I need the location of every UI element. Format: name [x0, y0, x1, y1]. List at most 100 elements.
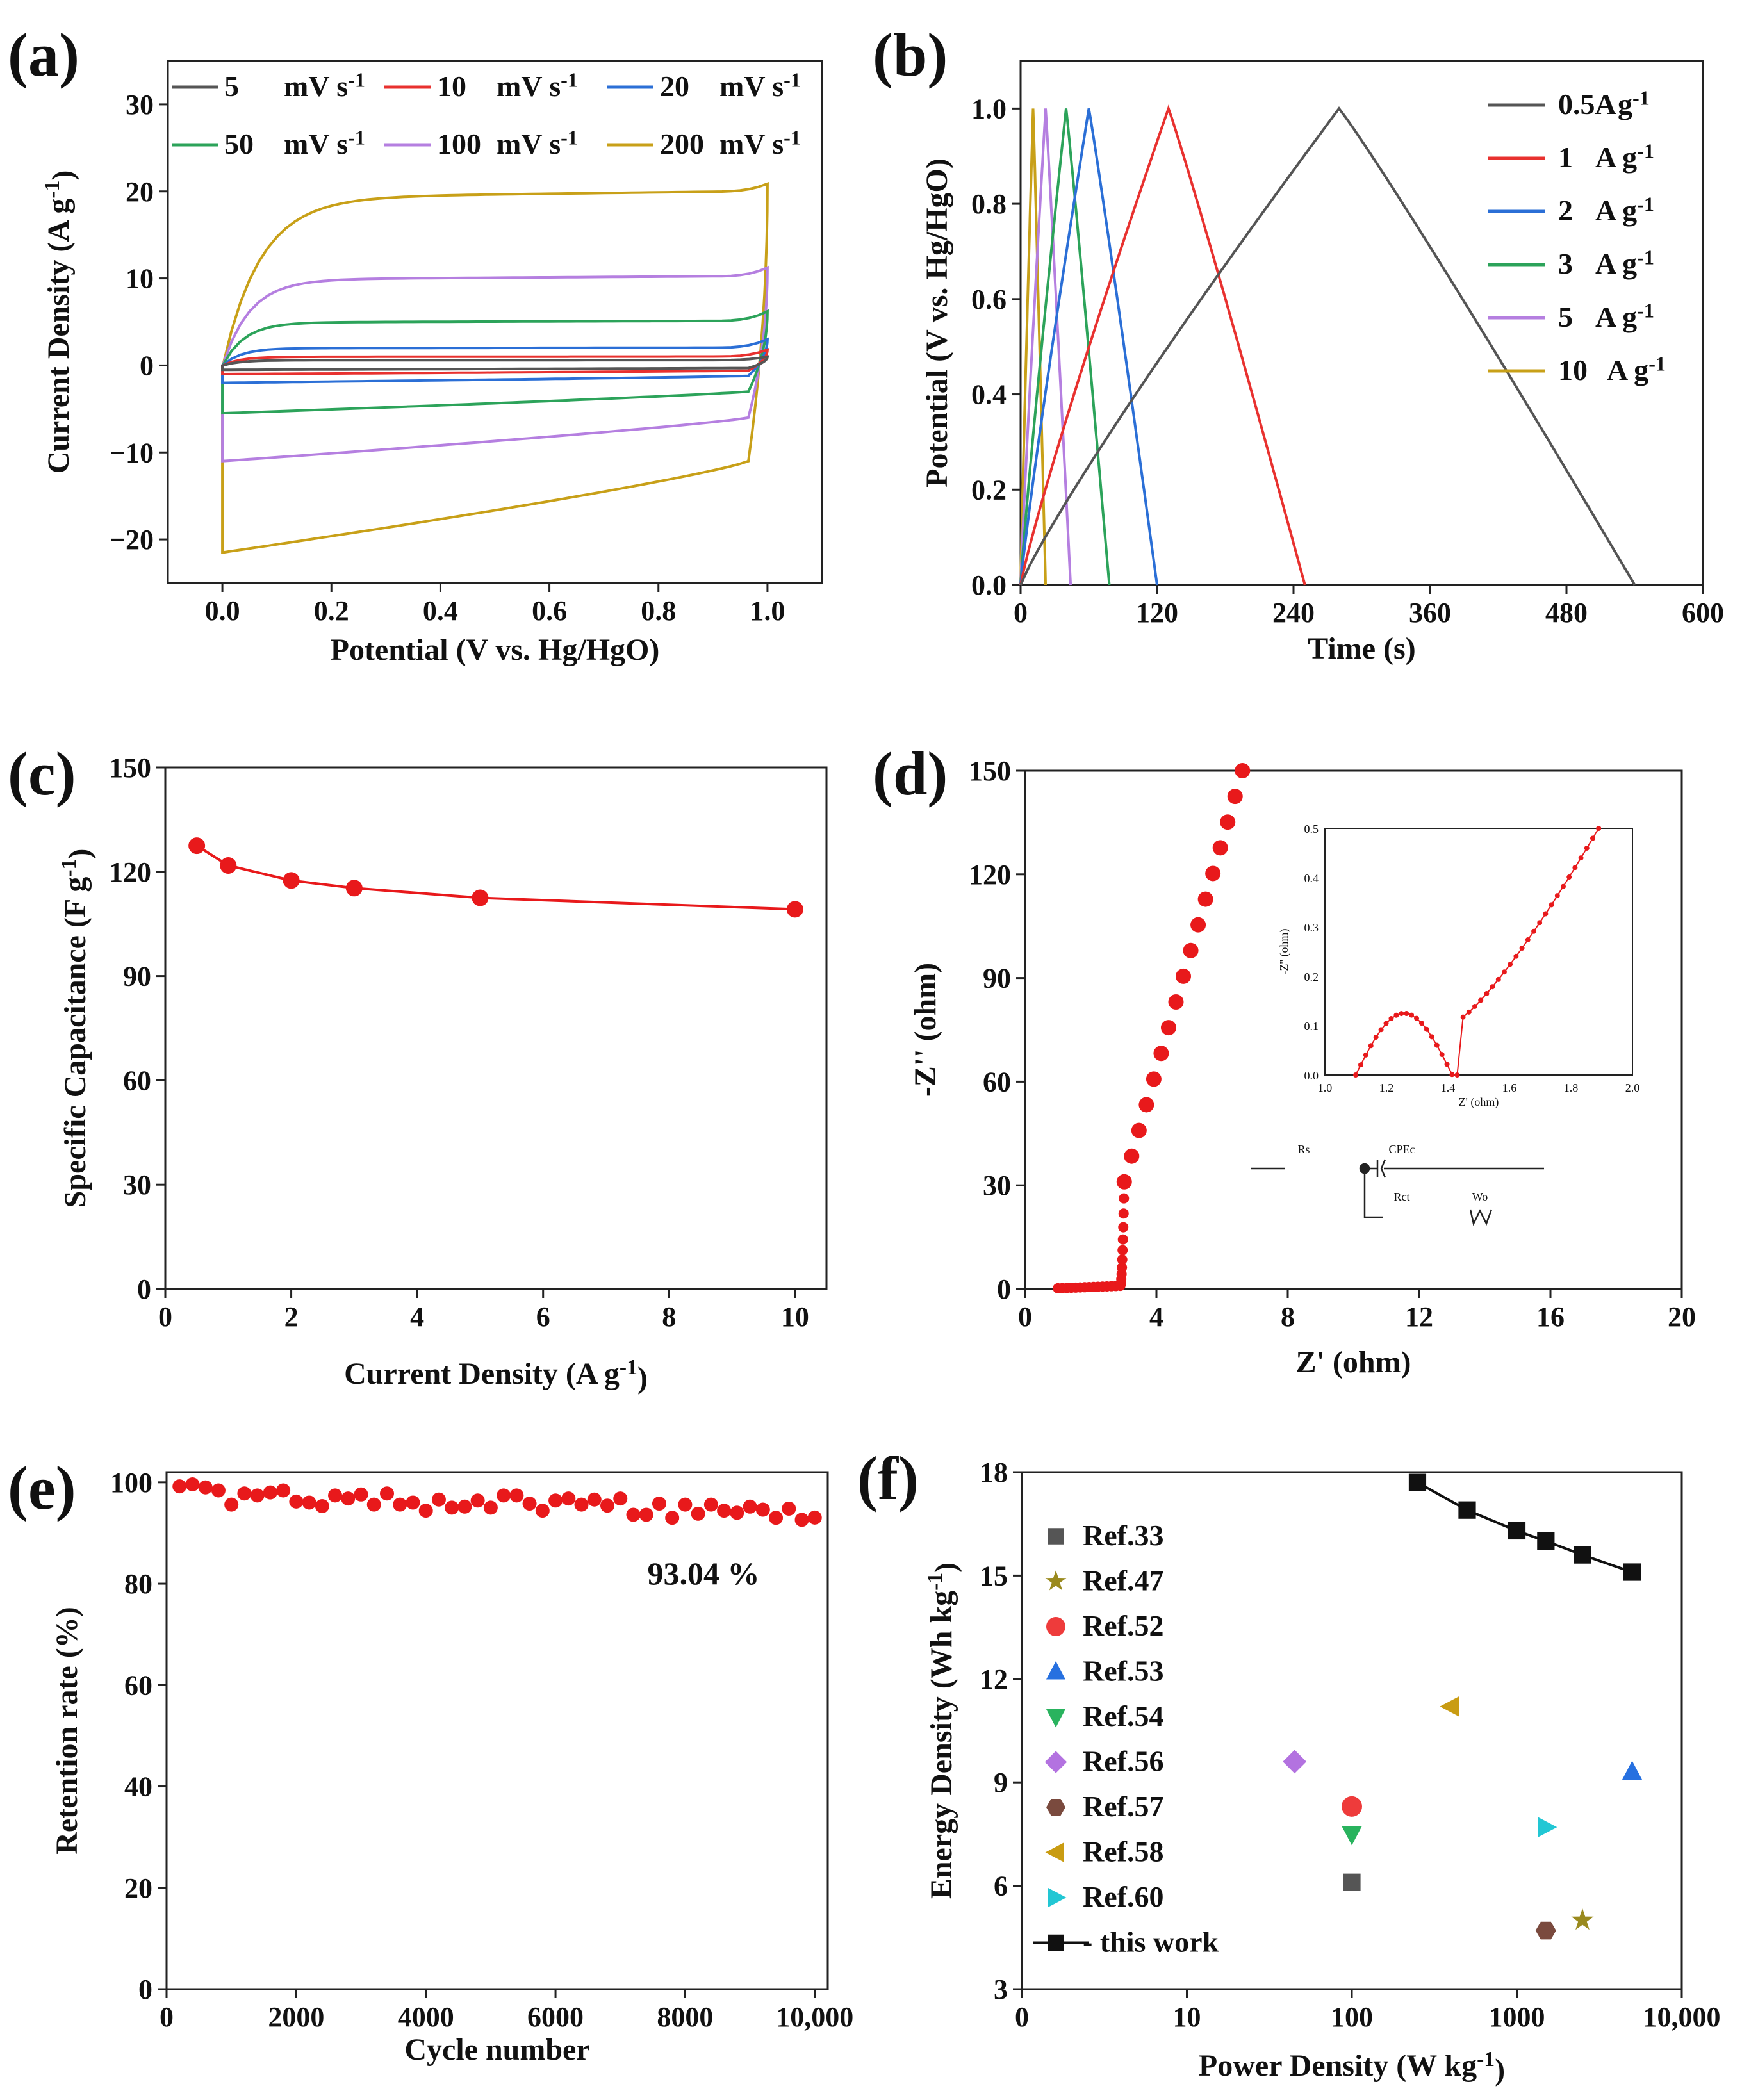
- gcd-ytick-label: 0.0: [971, 570, 1007, 601]
- eis-inset-point: [1378, 1027, 1384, 1033]
- rag-marker-ref-54: [1342, 1826, 1362, 1846]
- cv-ytick-label: 30: [126, 89, 154, 120]
- eis-xlabel: Z' (ohm): [1296, 1345, 1411, 1379]
- eis-point: [1220, 814, 1236, 830]
- cyc-point: [613, 1491, 628, 1506]
- cyc-point: [418, 1504, 433, 1518]
- cv-xtick-label: 0.4: [423, 595, 458, 627]
- cyc-point: [548, 1493, 563, 1508]
- cyc-point: [224, 1497, 239, 1512]
- cyc-point: [665, 1511, 680, 1525]
- eis-inset-ytick-label: 0.5: [1304, 823, 1319, 835]
- cv-plot-frame: [167, 60, 823, 584]
- cv-legend-unit: mV s-1: [497, 69, 578, 103]
- eis-inset-point: [1368, 1043, 1374, 1049]
- cyc-xtick-label: 0: [160, 2001, 174, 2033]
- cyc-point: [691, 1506, 705, 1521]
- cv-legend-unit: mV s-1: [497, 126, 578, 160]
- cap-point: [472, 889, 489, 906]
- eis-inset-point: [1554, 893, 1560, 899]
- cv-ytick-label: 20: [126, 176, 154, 208]
- cv-xtick-label: 0.0: [205, 595, 240, 627]
- eis-inset-point: [1353, 1072, 1358, 1078]
- cyc-point: [328, 1488, 343, 1503]
- cyc-point: [457, 1499, 472, 1514]
- eis-inset-point: [1590, 835, 1595, 841]
- eis-point: [1235, 763, 1251, 778]
- gcd-ytick-label: 0.8: [971, 188, 1007, 220]
- cyc-point: [717, 1504, 732, 1518]
- eis-inset: 1.0 1.2 1.4 1.6 1.8 2.0 0.0 0.1 0.2 0.3 0.4 0.5 Z' (…: [1278, 823, 1639, 1109]
- rag-legend-label: Ref.33: [1083, 1519, 1163, 1552]
- cap-ytick-label: 0: [137, 1274, 151, 1305]
- cyc-point: [794, 1513, 809, 1527]
- cyc-annotation: 93.04 %: [648, 1555, 760, 1591]
- eis-point: [1153, 1046, 1169, 1062]
- cyc-point: [302, 1495, 316, 1510]
- circuit-label-rct: Rct: [1394, 1190, 1410, 1203]
- cyc-point: [237, 1486, 252, 1501]
- eis-point: [1116, 1174, 1132, 1190]
- gcd-legend-label: 1: [1558, 141, 1573, 174]
- rag-ytick-label: 3: [994, 1974, 1008, 2005]
- circuit-rct-wire: [1363, 1169, 1383, 1218]
- eis-inset-point: [1414, 1015, 1420, 1021]
- eis-point: [1168, 994, 1184, 1010]
- eis-inset-point: [1454, 1072, 1460, 1078]
- gcd-curve-3: [1019, 108, 1111, 586]
- cv-xtick-label: 1.0: [750, 595, 785, 627]
- cyc-point: [509, 1488, 524, 1503]
- circuit-wo-symbol: [1469, 1209, 1493, 1226]
- eis-inset-point: [1418, 1021, 1424, 1026]
- eis-inset-point: [1373, 1035, 1379, 1040]
- rag-legend-swatch: [1046, 1799, 1065, 1816]
- rag-legend-swatch: [1046, 1617, 1065, 1636]
- cap-point: [345, 880, 363, 897]
- cv-legend-label: 5: [224, 70, 239, 103]
- rag-points: [1283, 1473, 1643, 1940]
- eis-point: [1227, 789, 1243, 805]
- gcd-curve-0.5A: [1019, 106, 1636, 586]
- rag-legend-swatch: [1048, 1934, 1064, 1951]
- eis-inset-point: [1460, 1014, 1466, 1020]
- eis-circuit: [1251, 1159, 1544, 1226]
- cv-xlabel: Potential (V vs. Hg/HgO): [331, 633, 660, 667]
- cyc-plot-frame: [165, 1471, 829, 1990]
- cv-xtick-label: 0.8: [641, 595, 676, 627]
- eis-inset-point: [1363, 1052, 1368, 1058]
- cyc-point: [354, 1487, 368, 1502]
- eis-inset-point: [1434, 1042, 1440, 1048]
- eis-inset-point: [1424, 1026, 1429, 1032]
- cap-xtick-label: 2: [284, 1301, 299, 1333]
- cap-xtick-label: 10: [781, 1301, 809, 1333]
- gcd-legend-label: 2: [1558, 194, 1573, 227]
- cyc-ylabel: Retention rate (%): [50, 1607, 84, 1855]
- rag-legend-label: Ref.47: [1083, 1564, 1163, 1597]
- cyc-point: [703, 1497, 718, 1512]
- cyc-point: [211, 1483, 226, 1498]
- rag-marker-ref-58: [1440, 1696, 1459, 1717]
- rag-ytick-label: 9: [994, 1767, 1008, 1798]
- eis-inset-point: [1561, 883, 1566, 889]
- eis-ytick-label: 90: [983, 963, 1011, 994]
- eis-point: [1117, 1262, 1128, 1273]
- cyc-point: [315, 1499, 329, 1514]
- cyc-ytick-label: 20: [124, 1873, 152, 1904]
- rag-legend-label: Ref.53: [1083, 1655, 1163, 1687]
- cv-panel-label: (a): [8, 21, 79, 89]
- cyc-point: [652, 1497, 666, 1511]
- cyc-point: [755, 1502, 770, 1517]
- eis-inset-point: [1490, 984, 1495, 990]
- cap-point: [786, 901, 803, 918]
- cyc-point: [250, 1488, 265, 1503]
- rag-xtick-label: 10,000: [1643, 2001, 1721, 2033]
- cyc-point: [678, 1497, 693, 1512]
- eis-inset-point: [1404, 1011, 1409, 1017]
- rag-panel: 0 10 100 1000 10,000 3 6 9 12 15 18 Power Density (…: [923, 1457, 1721, 2087]
- gcd-xtick-label: 120: [1136, 597, 1178, 628]
- cyc-ytick-label: 0: [138, 1974, 152, 2005]
- rag-ylabel: Energy Density (Wh kg-1): [923, 1563, 963, 1899]
- rag-marker-ref-47: [1571, 1908, 1594, 1930]
- eis-inset-point: [1409, 1012, 1415, 1018]
- cv-legend-label: 10: [437, 70, 466, 103]
